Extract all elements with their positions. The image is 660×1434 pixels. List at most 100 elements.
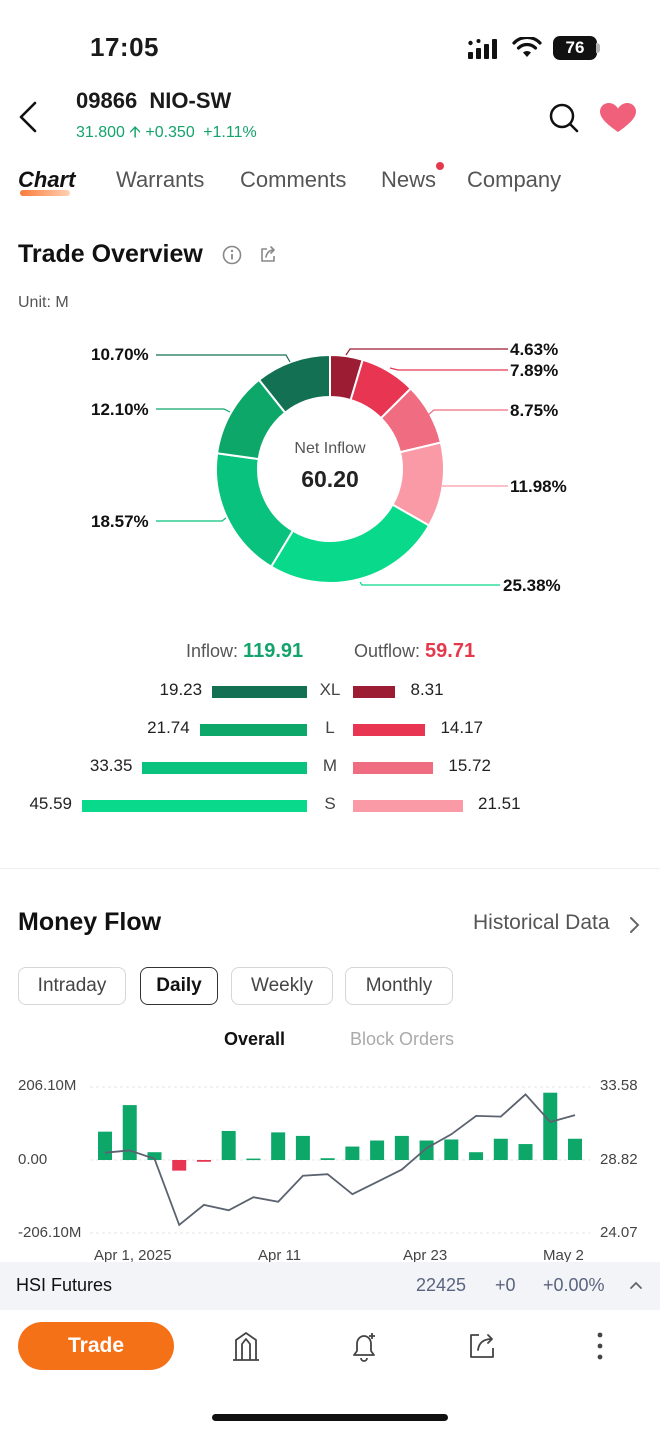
segment-label: 8.75%: [510, 401, 559, 420]
stock-change: +0.350: [145, 124, 195, 141]
subtab-block-orders[interactable]: Block Orders: [350, 1029, 455, 1049]
section-divider: [0, 868, 660, 869]
inflow-value: 45.59: [29, 794, 72, 813]
trade-button[interactable]: Trade: [18, 1322, 174, 1370]
inflow-bar: [142, 762, 307, 774]
x-tick-label: May 2: [543, 1247, 584, 1264]
flow-bar: [122, 1105, 137, 1160]
tab-warrants[interactable]: Warrants: [116, 167, 205, 192]
up-arrow-icon: 🡩: [129, 124, 141, 141]
flow-bar: [271, 1132, 286, 1160]
tab-company[interactable]: Company: [467, 167, 562, 192]
left-axis-mid: 0.00: [18, 1151, 48, 1168]
inflow-value: 21.74: [147, 718, 190, 737]
stock-change-pct: +1.11%: [203, 124, 257, 141]
segment-label: 12.10%: [91, 400, 149, 419]
more-options-icon[interactable]: [592, 1330, 608, 1362]
price-line-series: [104, 1093, 576, 1227]
leader-line: [156, 354, 291, 363]
back-arrow-icon[interactable]: [16, 100, 40, 134]
leader-line: [156, 517, 227, 522]
share-icon[interactable]: [258, 245, 278, 265]
outflow-value: 15.72: [448, 756, 491, 775]
index-ticker-bar[interactable]: [0, 1262, 660, 1310]
inflow-value: 19.23: [159, 680, 203, 699]
inflow-bar: [212, 686, 307, 698]
flow-bar: [246, 1158, 261, 1161]
active-tab-underline: [20, 190, 70, 196]
flow-bar: [493, 1138, 508, 1160]
index-change-pct: +0.00%: [543, 1275, 605, 1295]
chevron-right-icon[interactable]: [628, 915, 642, 935]
battery-cap: [596, 43, 600, 53]
chart-building-icon[interactable]: [230, 1330, 262, 1362]
flow-bar: [295, 1135, 310, 1160]
right-axis-mid: 28.82: [600, 1151, 638, 1168]
size-label: XL: [319, 680, 341, 699]
tab-comments[interactable]: Comments: [240, 167, 347, 192]
outflow-bar: [353, 762, 434, 774]
net-inflow-value: 60.20: [301, 466, 359, 492]
flow-bar: [568, 1138, 582, 1160]
tab-news[interactable]: News: [381, 167, 437, 192]
segment-label: 4.63%: [510, 340, 559, 359]
stock-price: 31.800: [76, 124, 125, 141]
period-monthly[interactable]: Monthly: [345, 967, 453, 1005]
alert-bell-icon[interactable]: [348, 1330, 380, 1364]
net-inflow-label: Net Inflow: [294, 440, 366, 457]
x-tick-label: Apr 11: [258, 1247, 302, 1264]
index-name: HSI Futures: [16, 1275, 113, 1295]
chevron-up-icon[interactable]: [628, 1279, 644, 1291]
outflow-bar: [353, 800, 463, 812]
stock-name: NIO-SW: [149, 88, 232, 113]
tab-chart[interactable]: Chart: [18, 167, 76, 192]
flow-bar: [172, 1160, 187, 1171]
outflow-value: 59.71: [425, 640, 476, 662]
leader-line: [389, 367, 508, 371]
outflow-label: Outflow:: [354, 641, 421, 661]
flow-bar: [444, 1139, 459, 1160]
size-label: S: [324, 794, 336, 813]
flow-bar: [221, 1130, 236, 1160]
left-axis-top: 206.10M: [18, 1077, 77, 1094]
inflow-summary: Inflow: 119.91: [186, 640, 303, 663]
inflow-value: 33.35: [89, 756, 133, 775]
index-change: +0: [495, 1275, 516, 1295]
left-axis-bottom: -206.10M: [18, 1224, 82, 1241]
donut-segment: [269, 503, 431, 584]
flow-bar: [320, 1158, 335, 1160]
period-weekly[interactable]: Weekly: [231, 967, 333, 1005]
unit-label: Unit: M: [18, 294, 69, 311]
segment-label: 18.57%: [91, 512, 149, 531]
money-flow-chart: [90, 1086, 590, 1234]
home-indicator: [212, 1414, 448, 1421]
flow-bar: [345, 1146, 360, 1160]
favorite-heart-icon[interactable]: [600, 103, 636, 133]
leader-line: [359, 581, 500, 586]
period-intraday[interactable]: Intraday: [18, 967, 126, 1005]
outflow-summary: Outflow: 59.71: [354, 640, 475, 663]
flow-bar: [98, 1131, 112, 1160]
inflow-value: 119.91: [243, 640, 304, 662]
right-axis-bottom: 24.07: [600, 1224, 638, 1241]
historical-data-link[interactable]: Historical Data: [473, 911, 610, 934]
share-export-icon[interactable]: [466, 1330, 498, 1362]
info-icon[interactable]: [222, 245, 242, 265]
flow-bar: [147, 1152, 162, 1160]
flow-bar: [196, 1160, 211, 1162]
segment-label: 25.38%: [503, 576, 561, 595]
inflow-bar: [199, 724, 307, 736]
status-time: 17:05: [90, 32, 159, 62]
search-icon[interactable]: [548, 102, 580, 134]
stock-quote: 31.800 🡩 +0.350 +1.11%: [76, 121, 257, 148]
outflow-value: 8.31: [410, 680, 444, 699]
flow-bar: [469, 1152, 484, 1160]
subtab-overall[interactable]: Overall: [224, 1029, 286, 1049]
right-axis-top: 33.58: [600, 1077, 638, 1094]
stock-title: 09866 NIO-SW: [76, 88, 231, 114]
period-daily[interactable]: Daily: [140, 967, 218, 1005]
news-notification-dot: [436, 162, 444, 170]
size-label: M: [322, 756, 338, 775]
flow-bar: [543, 1092, 558, 1160]
outflow-value: 14.17: [440, 718, 483, 737]
